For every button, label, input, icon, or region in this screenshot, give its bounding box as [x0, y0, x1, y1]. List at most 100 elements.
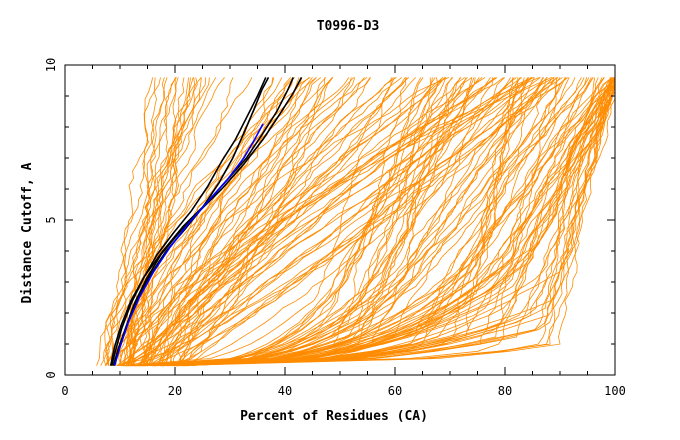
highlighted-series-5 — [113, 123, 264, 366]
background-curve — [115, 77, 327, 366]
background-curve — [175, 77, 522, 366]
background-curve — [136, 77, 334, 367]
highlighted-series-1 — [111, 77, 267, 366]
background-curve — [157, 77, 533, 367]
background-curve — [117, 77, 515, 367]
background-curve — [116, 77, 444, 367]
plot-area — [96, 77, 616, 367]
background-curve — [139, 77, 189, 366]
y-tick-label: 5 — [44, 216, 58, 223]
background-curve — [154, 77, 454, 367]
background-curve — [172, 77, 422, 367]
background-curve — [179, 77, 615, 367]
background-curve — [153, 77, 605, 367]
background-curve — [139, 77, 612, 367]
background-curve — [157, 77, 467, 367]
background-curve — [173, 77, 446, 366]
background-curve — [139, 77, 616, 367]
background-curve — [176, 77, 616, 367]
background-curve — [142, 77, 273, 366]
background-curve — [122, 77, 303, 366]
background-curve — [161, 77, 483, 366]
chart-title: T0996-D3 — [317, 19, 380, 34]
background-curve — [129, 77, 424, 367]
background-curve — [128, 77, 616, 367]
background-curve — [141, 77, 431, 367]
background-curve — [112, 77, 313, 366]
background-curve — [163, 77, 491, 367]
background-curve — [147, 77, 350, 366]
background-curve — [152, 77, 599, 367]
background-curve — [116, 77, 406, 367]
background-curve — [136, 77, 594, 367]
background-curve — [142, 77, 397, 366]
highlighted-curves — [109, 77, 303, 366]
background-curve — [105, 77, 202, 366]
background-curve — [120, 77, 614, 367]
background-curve — [137, 77, 588, 367]
background-curve — [125, 77, 590, 367]
background-curve — [159, 77, 616, 367]
background-curve — [162, 77, 461, 367]
background-curve — [122, 77, 352, 367]
background-curve — [185, 77, 569, 367]
x-tick-label: 80 — [498, 384, 512, 398]
background-curve — [178, 77, 465, 366]
background-curve — [134, 77, 547, 367]
background-curve — [163, 77, 506, 367]
background-curve — [175, 77, 439, 367]
background-curve — [117, 77, 157, 366]
background-curve — [125, 77, 616, 367]
background-curve — [142, 77, 616, 367]
x-axis: 0 20 40 60 80 100 — [61, 65, 626, 398]
background-curve — [177, 77, 365, 366]
background-curve — [144, 77, 321, 366]
background-curve — [184, 77, 603, 367]
background-curve — [133, 77, 554, 367]
background-curve — [145, 77, 567, 367]
background-curve — [125, 77, 552, 366]
background-curve — [103, 77, 217, 366]
background-curve — [143, 77, 443, 367]
background-curve — [113, 77, 234, 366]
background-curve — [178, 77, 326, 367]
background-curve — [182, 77, 476, 367]
background-curve — [135, 77, 616, 367]
background-curve — [141, 77, 616, 367]
background-curve — [185, 77, 334, 366]
background-curve — [152, 77, 615, 367]
y-axis-label: Distance Cutoff, A — [20, 162, 35, 303]
background-curve — [122, 77, 392, 367]
x-tick-label: 0 — [61, 384, 68, 398]
background-curve — [168, 77, 561, 367]
y-tick-label: 10 — [44, 58, 58, 72]
background-curve — [161, 77, 576, 367]
background-curve — [105, 77, 191, 366]
background-curve — [178, 77, 570, 367]
background-curve — [144, 77, 555, 367]
background-curve — [127, 77, 615, 367]
background-curves — [96, 77, 616, 367]
background-curve — [146, 77, 291, 366]
y-tick-label: 0 — [44, 371, 58, 378]
background-curve — [100, 77, 154, 366]
x-tick-label: 60 — [388, 384, 402, 398]
background-curve — [179, 77, 310, 366]
highlighted-series-4 — [109, 77, 295, 366]
background-curve — [154, 77, 529, 367]
background-curve — [175, 77, 582, 367]
background-curve — [179, 77, 403, 366]
y-axis: 0 5 10 — [44, 58, 615, 379]
background-curve — [137, 77, 548, 367]
background-curve — [120, 77, 165, 366]
background-curve — [105, 77, 198, 366]
background-curve — [110, 77, 486, 366]
x-axis-label: Percent of Residues (CA) — [240, 409, 428, 424]
background-curve — [124, 77, 416, 367]
background-curve — [146, 77, 605, 367]
background-curve — [160, 77, 333, 366]
background-curve — [142, 77, 356, 367]
x-tick-label: 20 — [168, 384, 182, 398]
